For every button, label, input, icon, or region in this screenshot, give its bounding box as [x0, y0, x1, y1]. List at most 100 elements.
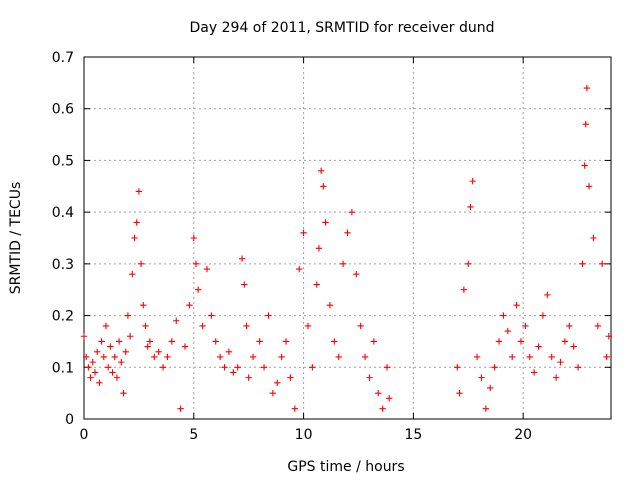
- data-point: [561, 338, 569, 345]
- data-point: [348, 208, 356, 216]
- y-axis-label: SRMTID / TECUs: [8, 182, 24, 295]
- data-point: [482, 405, 490, 412]
- data-point: [287, 374, 294, 381]
- chart-title: Day 294 of 2011, SRMTID for receiver dun…: [190, 20, 495, 36]
- data-point: [530, 369, 538, 376]
- data-point: [177, 405, 184, 412]
- data-point: [500, 312, 507, 319]
- data-point: [241, 281, 248, 288]
- data-point: [142, 322, 149, 330]
- x-tick-label: 0: [80, 427, 89, 443]
- data-point: [508, 353, 516, 361]
- y-tick-label: 0.2: [52, 309, 74, 325]
- data-point: [216, 353, 224, 361]
- data-point: [454, 364, 461, 371]
- data-point: [100, 353, 107, 361]
- data-point: [115, 338, 123, 345]
- data-point: [579, 260, 586, 268]
- data-point: [93, 348, 101, 355]
- data-point: [249, 353, 257, 361]
- data-point: [331, 338, 338, 345]
- data-point: [460, 286, 468, 293]
- data-point: [375, 389, 382, 397]
- data-point: [495, 338, 503, 345]
- data-point: [315, 245, 323, 252]
- data-point: [309, 364, 316, 371]
- y-tick-label: 0.6: [52, 102, 74, 118]
- data-point: [85, 364, 92, 371]
- data-point: [282, 338, 290, 345]
- data-point: [131, 234, 138, 242]
- data-point: [357, 322, 364, 330]
- data-point: [585, 183, 593, 190]
- data-point: [104, 364, 112, 371]
- tick-layer: 0 5 10 15 20 0 0.1 0.2 0.3 0.4 0.5 0.6 0.7: [52, 50, 611, 443]
- data-point: [144, 343, 151, 350]
- data-point: [574, 364, 582, 371]
- data-point: [605, 333, 613, 340]
- data-point: [109, 369, 116, 376]
- data-point: [245, 374, 252, 381]
- data-point: [291, 405, 298, 412]
- data-point: [238, 255, 246, 262]
- data-point: [113, 374, 121, 381]
- data-point: [107, 343, 114, 350]
- data-point: [208, 312, 215, 319]
- data-point: [118, 358, 125, 366]
- data-point: [111, 353, 118, 361]
- data-point: [190, 234, 197, 242]
- data-point: [339, 260, 347, 268]
- data-point: [487, 384, 494, 392]
- data-point: [539, 312, 547, 319]
- data-point: [102, 322, 110, 330]
- data-point: [386, 395, 393, 402]
- points-layer: [80, 84, 613, 412]
- data-point: [203, 265, 211, 273]
- data-point: [80, 333, 88, 340]
- x-tick-label: 20: [514, 427, 532, 443]
- data-point: [581, 162, 588, 169]
- y-tick-label: 0.5: [52, 153, 74, 169]
- data-point: [140, 302, 147, 309]
- data-point: [146, 338, 154, 345]
- data-point: [89, 358, 96, 366]
- data-point: [344, 229, 351, 237]
- data-point: [199, 322, 206, 330]
- data-point: [151, 353, 158, 361]
- data-point: [91, 369, 99, 376]
- data-point: [570, 343, 577, 350]
- y-tick-label: 0: [65, 412, 74, 428]
- data-point: [491, 364, 498, 371]
- data-point: [225, 348, 233, 355]
- data-point: [168, 338, 176, 345]
- data-point: [120, 389, 127, 397]
- data-point: [98, 338, 105, 345]
- data-point: [353, 271, 360, 278]
- data-point: [370, 338, 378, 345]
- data-point: [137, 260, 145, 268]
- data-point: [504, 327, 511, 335]
- x-axis-label: GPS time / hours: [287, 459, 404, 475]
- data-point: [256, 338, 263, 345]
- data-point: [517, 338, 525, 345]
- data-point: [278, 353, 285, 361]
- data-point: [155, 348, 162, 355]
- y-tick-label: 0.4: [52, 205, 74, 221]
- plot-frame: [83, 56, 612, 420]
- data-point: [135, 188, 143, 195]
- data-point: [594, 322, 602, 330]
- data-point: [590, 234, 597, 242]
- data-point: [260, 364, 268, 371]
- data-point: [317, 167, 325, 174]
- data-point: [243, 322, 250, 330]
- data-point: [322, 219, 329, 226]
- data-point: [164, 353, 171, 361]
- data-point: [603, 353, 610, 361]
- data-point: [122, 348, 129, 355]
- data-point: [566, 322, 573, 330]
- data-point: [234, 364, 241, 371]
- data-point: [230, 369, 237, 376]
- data-point: [326, 302, 334, 309]
- data-point: [300, 229, 307, 237]
- data-point: [467, 203, 474, 211]
